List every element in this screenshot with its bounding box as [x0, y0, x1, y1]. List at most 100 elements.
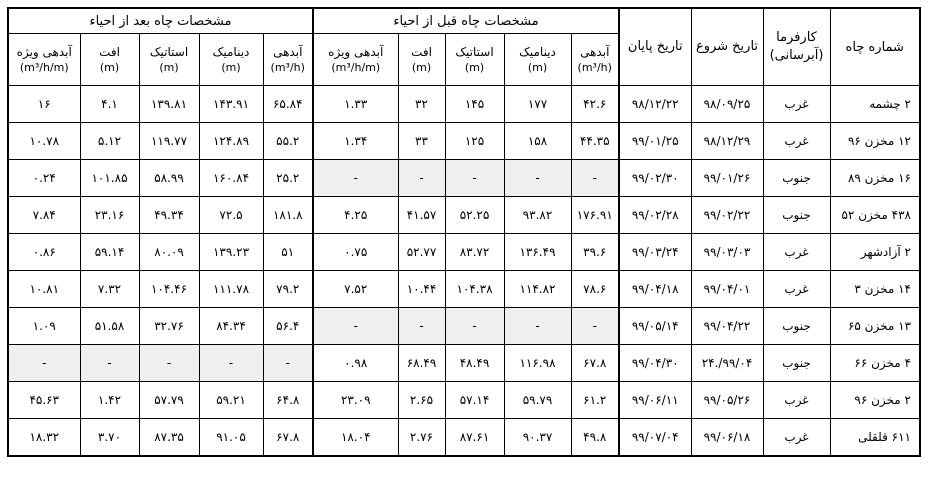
before-flow-cell: ۴۹.۸: [570, 418, 620, 457]
after-flow-cell: ۵۱: [262, 233, 314, 271]
col-unit: (m): [527, 60, 548, 74]
header-after-specific: آبدهی ویژه (m³/h/m): [7, 33, 81, 86]
start-date-cell: ۹۹/۰۲/۲۲: [690, 196, 764, 234]
after-static-cell: ۵۸.۹۹: [138, 159, 200, 197]
after-flow-cell: ۵۶.۴: [262, 307, 314, 345]
before-drawdown-cell: ۱۰.۴۴: [397, 270, 446, 308]
col-unit: (m): [411, 60, 432, 74]
after-specific-cell: ۰.۸۶: [7, 233, 81, 271]
end-date-cell: ۹۹/۰۷/۰۴: [618, 418, 692, 457]
before-drawdown-cell: -: [397, 307, 446, 345]
after-specific-cell: ۱۸.۳۲: [7, 418, 81, 457]
before-static-cell: ۱۴۵: [444, 85, 505, 123]
after-static-cell: ۵۷.۷۹: [138, 381, 200, 419]
header-before-dynamic: دینامیک (m): [503, 33, 572, 86]
employer-cell: غرب: [762, 418, 831, 457]
before-static-cell: ۸۳.۷۲: [444, 233, 505, 271]
after-dynamic-cell: ۹۱.۰۵: [198, 418, 264, 457]
table-row: ۲ چشمه غرب ۹۸/۰۹/۲۵ ۹۸/۱۲/۲۲ ۴۲.۶ ۱۷۷ ۱۴۵ ۳۲ ۱.۳…: [7, 85, 921, 123]
header-before-drawdown: افت (m): [397, 33, 446, 86]
table-row: ۴۳۸ مخزن ۵۲ جنوب ۹۹/۰۲/۲۲ ۹۹/۰۲/۲۸ ۱۷۶.۹۱ ۹۳.…: [7, 196, 921, 234]
table-row: ۱۲ مخزن ۹۶ غرب ۹۸/۱۲/۲۹ ۹۹/۰۱/۲۵ ۴۴.۳۵ ۱۵۸ ۱۲۵…: [7, 122, 921, 160]
after-dynamic-cell: ۱۶۰.۸۴: [198, 159, 264, 197]
header-after-flow: آبدهی (m³/h): [262, 33, 314, 86]
after-specific-cell: ۷.۸۴: [7, 196, 81, 234]
start-date-cell: ۹۹/۰۳/۰۳: [690, 233, 764, 271]
col-unit: (m³/h): [270, 60, 305, 74]
after-flow-cell: ۷۹.۲: [262, 270, 314, 308]
after-flow-cell: ۶۴.۸: [262, 381, 314, 419]
after-drawdown-cell: ۷.۳۲: [79, 270, 140, 308]
start-date-cell: ۹۹/۰۵/۲۶: [690, 381, 764, 419]
end-date-cell: ۹۹/۰۱/۲۵: [618, 122, 692, 160]
before-specific-cell: ۲۳.۰۹: [312, 381, 399, 419]
after-drawdown-cell: ۵۱.۵۸: [79, 307, 140, 345]
well-rehabilitation-table: شماره چاه کارفرما (آبرسانی) تاریخ شروع ت…: [7, 7, 921, 457]
col-label: استاتیک: [455, 44, 494, 59]
col-label: آبدهی: [580, 44, 610, 59]
employer-cell: جنوب: [762, 307, 831, 345]
table-row: ۲ مخزن ۹۶ غرب ۹۹/۰۵/۲۶ ۹۹/۰۶/۱۱ ۶۱.۲ ۵۹.۷۹ ۵۷.…: [7, 381, 921, 419]
header-before-flow: آبدهی (m³/h): [570, 33, 620, 86]
after-specific-cell: ۴۵.۶۳: [7, 381, 81, 419]
header-start-date: تاریخ شروع: [690, 7, 764, 86]
after-dynamic-cell: ۱۴۳.۹۱: [198, 85, 264, 123]
before-flow-cell: ۷۸.۶: [570, 270, 620, 308]
table-row: ۲ آزادشهر غرب ۹۹/۰۳/۰۳ ۹۹/۰۳/۲۴ ۳۹.۶ ۱۳۶.۴۹ ۸۳…: [7, 233, 921, 271]
table-row: ۱۳ مخزن ۶۵ جنوب ۹۹/۰۴/۲۲ ۹۹/۰۵/۱۴- - - - -۵۶.۴ ۸…: [7, 307, 921, 345]
before-specific-cell: -: [312, 307, 399, 345]
well-name-cell: ۱۴ مخزن ۳: [829, 270, 921, 308]
after-dynamic-cell: ۱۳۹.۲۳: [198, 233, 264, 271]
col-unit: (m): [221, 60, 241, 74]
table-row: ۱۶ مخزن ۸۹ جنوب ۹۹/۰۱/۲۶ ۹۹/۰۲/۳۰- - - - -۲۵.۲ ۱…: [7, 159, 921, 197]
before-drawdown-cell: ۲.۷۶: [397, 418, 446, 457]
after-drawdown-cell: ۵۹.۱۴: [79, 233, 140, 271]
header-well-no: شماره چاه: [829, 7, 921, 86]
after-drawdown-cell: ۲۳.۱۶: [79, 196, 140, 234]
after-static-cell: ۴۹.۳۴: [138, 196, 200, 234]
table-row: ۴ مخزن ۶۶ جنوب ۹۹/۰۴/.۲۴ ۹۹/۰۴/۳۰ ۶۷.۸ ۱۱۶.۹۸…: [7, 344, 921, 382]
table-row: ۱۴ مخزن ۳ غرب ۹۹/۰۴/۰۱ ۹۹/۰۴/۱۸ ۷۸.۶ ۱۱۴.۸۲ ۱۰…: [7, 270, 921, 308]
before-drawdown-cell: ۲.۶۵: [397, 381, 446, 419]
before-specific-cell: ۰.۹۸: [312, 344, 399, 382]
end-date-cell: ۹۹/۰۴/۱۸: [618, 270, 692, 308]
before-dynamic-cell: ۵۹.۷۹: [503, 381, 572, 419]
before-static-cell: ۱۰۴.۳۸: [444, 270, 505, 308]
header-employer: کارفرما (آبرسانی): [762, 7, 831, 86]
before-static-cell: ۵۲.۲۵: [444, 196, 505, 234]
employer-cell: جنوب: [762, 344, 831, 382]
col-label: دینامیک: [519, 44, 556, 59]
before-dynamic-cell: ۹۳.۸۲: [503, 196, 572, 234]
before-static-cell: -: [444, 307, 505, 345]
before-dynamic-cell: -: [503, 159, 572, 197]
after-flow-cell: ۱۸۱.۸: [262, 196, 314, 234]
before-dynamic-cell: ۱۳۶.۴۹: [503, 233, 572, 271]
table-row: ۶۱۱ قلقلی غرب ۹۹/۰۶/۱۸ ۹۹/۰۷/۰۴ ۴۹.۸ ۹۰.۳۷ ۸۷.…: [7, 418, 921, 457]
before-dynamic-cell: ۱۱۴.۸۲: [503, 270, 572, 308]
well-name-cell: ۲ مخزن ۹۶: [829, 381, 921, 419]
header-before-group: مشخصات چاه قبل از احیاء: [312, 7, 620, 34]
col-label: آبدهی ویژه: [16, 44, 72, 59]
after-drawdown-cell: ۵.۱۲: [79, 122, 140, 160]
header-end-date-label: تاریخ پایان: [627, 39, 683, 54]
start-date-cell: ۹۹/۰۶/۱۸: [690, 418, 764, 457]
col-unit: (m³/h): [577, 60, 612, 74]
after-dynamic-cell: ۸۴.۳۴: [198, 307, 264, 345]
well-name-cell: ۶۱۱ قلقلی: [829, 418, 921, 457]
before-flow-cell: ۶۱.۲: [570, 381, 620, 419]
after-static-cell: -: [138, 344, 200, 382]
header-after-dynamic: دینامیک (m): [198, 33, 264, 86]
col-unit: (m³/h/m): [331, 60, 381, 74]
after-specific-cell: ۰.۲۴: [7, 159, 81, 197]
employer-cell: غرب: [762, 122, 831, 160]
employer-cell: غرب: [762, 85, 831, 123]
before-drawdown-cell: -: [397, 159, 446, 197]
header-after-drawdown: افت (m): [79, 33, 140, 86]
well-name-cell: ۴۳۸ مخزن ۵۲: [829, 196, 921, 234]
employer-cell: جنوب: [762, 196, 831, 234]
employer-cell: غرب: [762, 233, 831, 271]
header-start-date-label: تاریخ شروع: [695, 39, 759, 54]
before-specific-cell: -: [312, 159, 399, 197]
end-date-cell: ۹۹/۰۵/۱۴: [618, 307, 692, 345]
before-flow-cell: ۴۴.۳۵: [570, 122, 620, 160]
